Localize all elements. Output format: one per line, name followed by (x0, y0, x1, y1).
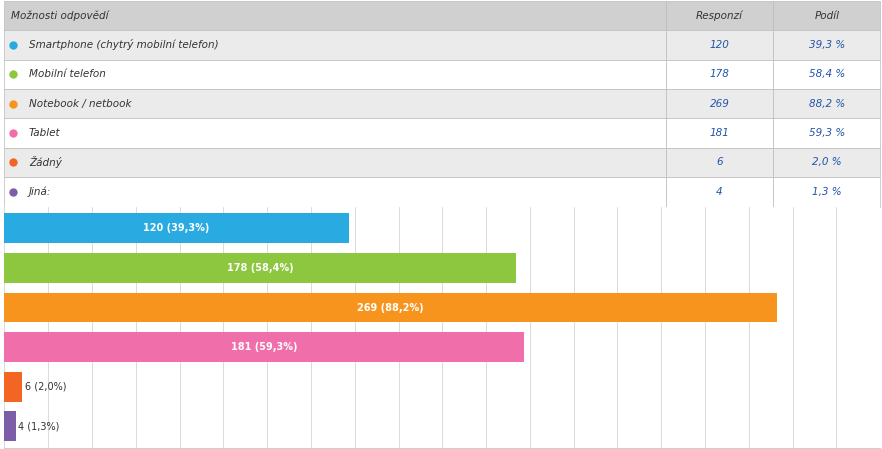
Bar (666, 89, 774, 119)
Bar (666, 119, 774, 148)
Bar (4, 1, 666, 30)
Bar (4, 119, 666, 148)
Bar (666, 30, 774, 60)
Text: Notebook / netbook: Notebook / netbook (29, 99, 131, 109)
Bar (666, 60, 774, 89)
Text: 59,3 %: 59,3 % (809, 128, 845, 138)
Text: 6: 6 (716, 158, 723, 167)
Text: Mobilní telefon: Mobilní telefon (29, 69, 106, 79)
Text: 120 (39,3%): 120 (39,3%) (143, 223, 210, 233)
Bar (4, 372, 22, 401)
Text: 4 (1,3%): 4 (1,3%) (19, 421, 60, 431)
Text: 39,3 %: 39,3 % (809, 40, 845, 50)
Bar (774, 30, 880, 60)
Bar (666, 1, 774, 30)
Bar (4, 148, 666, 177)
Bar (774, 148, 880, 177)
Bar (4, 332, 524, 362)
Text: Podíl: Podíl (814, 11, 840, 21)
Text: 181 (59,3%): 181 (59,3%) (231, 342, 297, 352)
Text: 120: 120 (710, 40, 729, 50)
Text: Tablet: Tablet (29, 128, 61, 138)
Bar (774, 89, 880, 119)
Text: Jiná:: Jiná: (29, 187, 51, 197)
Text: 58,4 %: 58,4 % (809, 69, 845, 79)
Text: Responzí: Responzí (696, 10, 743, 21)
Bar (774, 119, 880, 148)
Text: 178 (58,4%): 178 (58,4%) (227, 263, 294, 273)
Bar (4, 60, 666, 89)
Text: 6 (2,0%): 6 (2,0%) (25, 382, 66, 392)
Text: Žádný: Žádný (29, 156, 62, 168)
Bar (4, 177, 666, 207)
Bar (774, 60, 880, 89)
Bar (4, 411, 16, 441)
Text: Smartphone (chytrý mobilní telefon): Smartphone (chytrý mobilní telefon) (29, 40, 219, 50)
Text: 181: 181 (710, 128, 729, 138)
Bar (774, 177, 880, 207)
Bar (4, 213, 348, 243)
Text: 269: 269 (710, 99, 729, 109)
Bar (666, 148, 774, 177)
Text: 1,3 %: 1,3 % (812, 187, 841, 197)
Bar (4, 253, 516, 283)
Bar (4, 293, 777, 322)
Text: 269 (88,2%): 269 (88,2%) (357, 303, 424, 313)
Bar (666, 177, 774, 207)
Text: 4: 4 (716, 187, 723, 197)
Text: 178: 178 (710, 69, 729, 79)
Text: Možnosti odpovědí: Možnosti odpovědí (11, 10, 108, 21)
Bar (4, 30, 666, 60)
Bar (774, 1, 880, 30)
Text: 2,0 %: 2,0 % (812, 158, 841, 167)
Text: 88,2 %: 88,2 % (809, 99, 845, 109)
Bar (4, 89, 666, 119)
